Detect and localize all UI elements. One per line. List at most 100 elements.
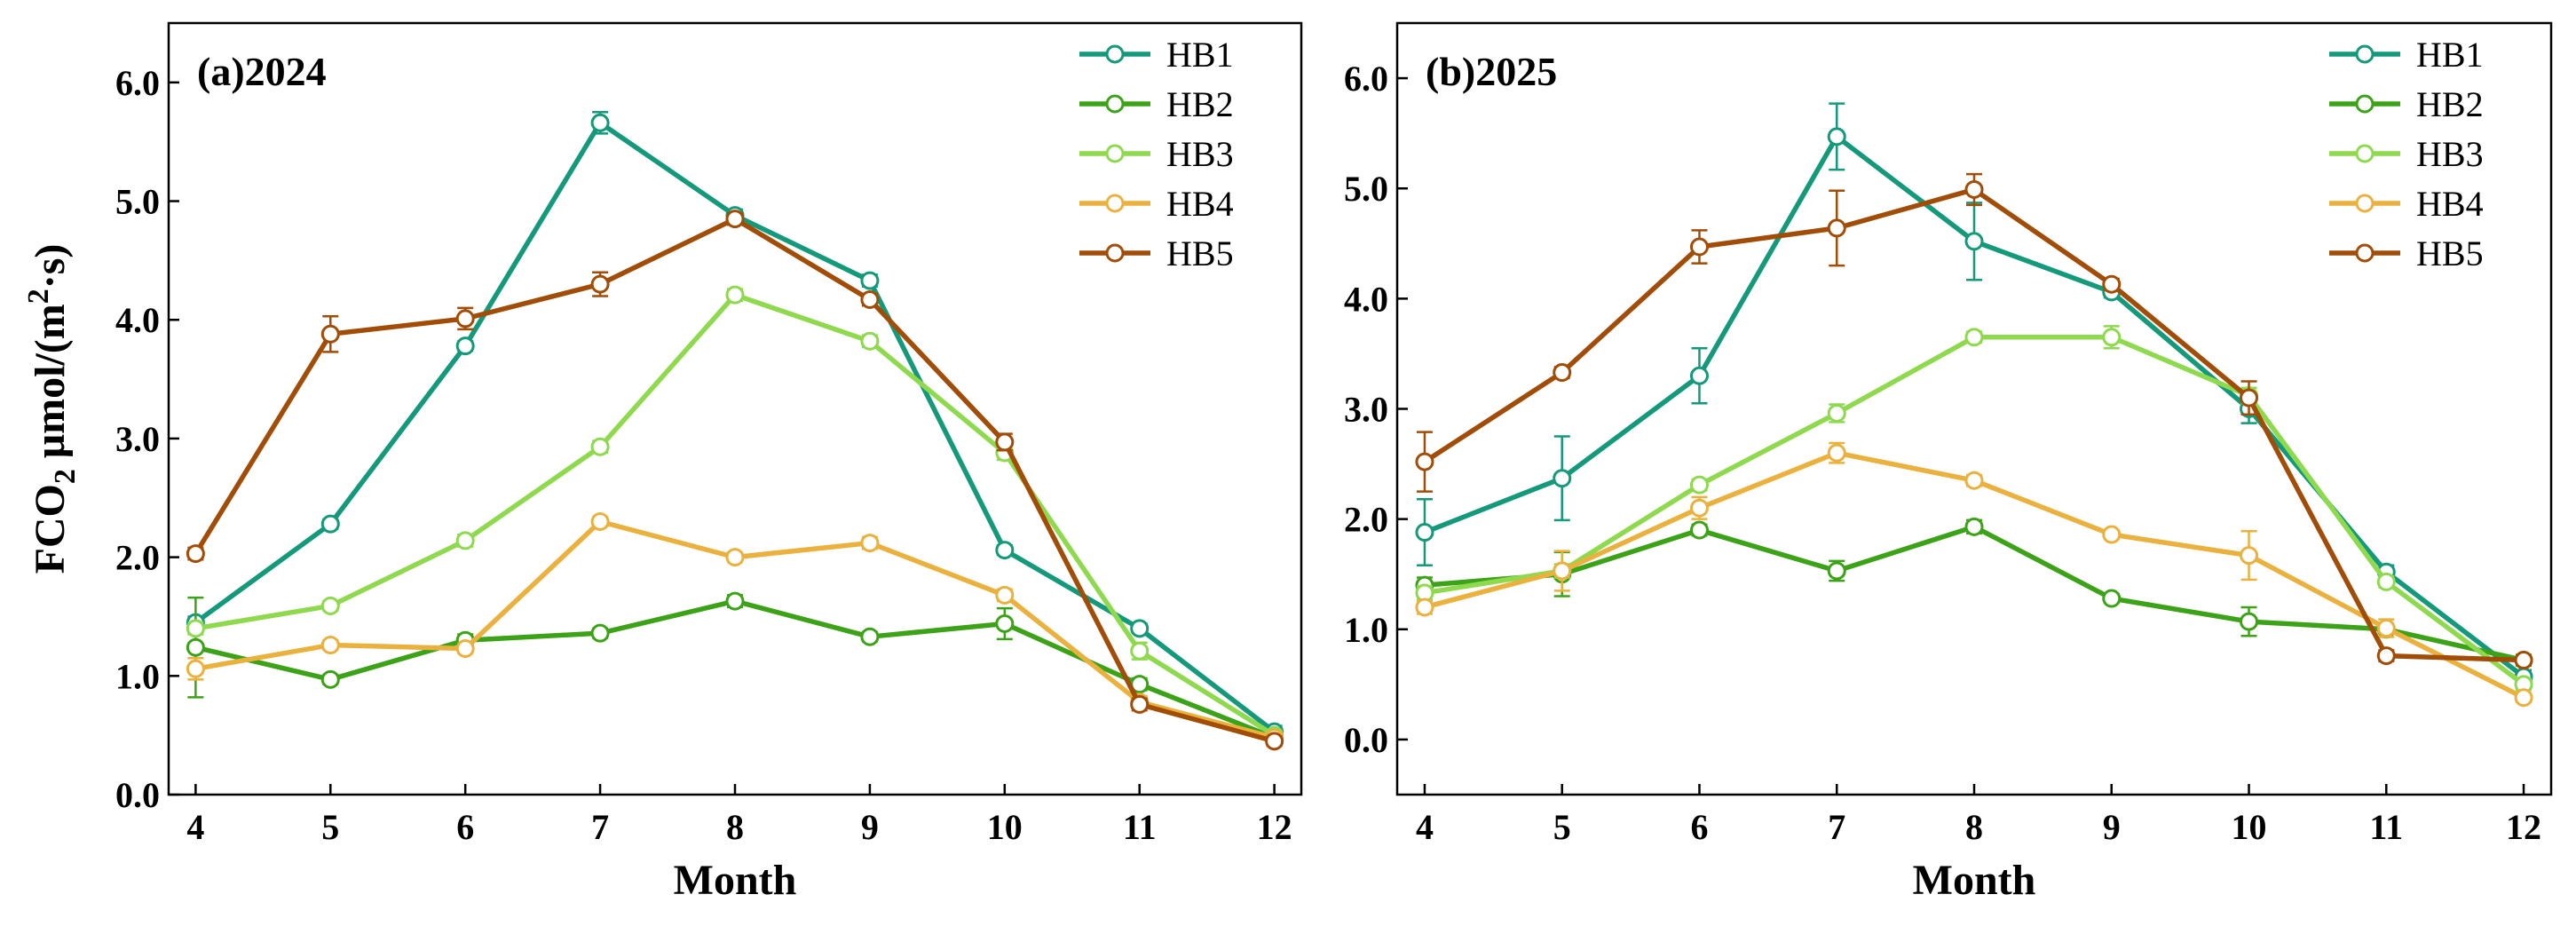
data-point (995, 613, 1015, 633)
y-tick-label: 2.0 (1344, 500, 1388, 540)
legend-label: HB3 (1166, 134, 1234, 174)
series-line (194, 598, 1276, 740)
data-point (2102, 525, 2122, 544)
data-point (2102, 589, 2122, 608)
series-HB3 (186, 285, 1284, 745)
legend-entry-HB4: HB4 (2329, 184, 2484, 224)
data-point (186, 544, 205, 564)
x-tick-label: 9 (861, 807, 879, 847)
data-point (995, 432, 1015, 452)
data-point (1964, 328, 1984, 347)
data-point (860, 290, 880, 310)
panel-2024: 0.0 1.0 2.0 3.0 4.0 5.0 6.0 4 5 6 7 8 9 10 11 12 Month FC… (22, 21, 1303, 904)
y-tick-label: 3.0 (115, 419, 160, 459)
y-tick-label: 3.0 (1344, 390, 1388, 430)
data-point (320, 636, 340, 655)
data-point (1553, 363, 1572, 383)
data-point (2376, 572, 2396, 591)
y-tick-label: 4.0 (1344, 279, 1388, 319)
series-HB3 (1415, 325, 2533, 694)
legend-marker (2355, 194, 2375, 213)
data-point (1415, 452, 1434, 471)
x-tick-label: 9 (2103, 807, 2121, 847)
data-point (1964, 232, 1984, 251)
data-point (455, 309, 475, 328)
legend-entry-HB5: HB5 (1079, 234, 1234, 273)
data-point (995, 585, 1015, 605)
data-point (860, 331, 880, 351)
series-HB5 (186, 210, 1284, 751)
legend-marker (2355, 44, 2375, 64)
x-axis-title: Month (674, 857, 797, 904)
data-point (1689, 366, 1709, 385)
legend-marker (2355, 94, 2375, 114)
data-point (455, 639, 475, 659)
legend-label: HB1 (1166, 35, 1234, 75)
y-tick-label: 5.0 (1344, 169, 1388, 209)
legend-entry-HB1: HB1 (1079, 35, 1234, 75)
data-point (1827, 443, 1846, 463)
data-point (590, 113, 610, 132)
legend-label: HB4 (2416, 184, 2484, 224)
y-tick-label: 0.0 (1344, 720, 1388, 760)
plot-frame (1395, 21, 2553, 796)
series-HB2 (1415, 517, 2533, 670)
x-tick-label: 11 (2369, 807, 2403, 847)
legend-label: HB4 (1166, 184, 1234, 224)
panel-label: (b)2025 (1426, 49, 1557, 94)
data-point (2514, 651, 2533, 670)
data-point (1689, 520, 1709, 540)
data-point (320, 514, 340, 534)
data-point (2376, 646, 2396, 666)
x-tick-label: 12 (1257, 807, 1292, 847)
y-tick-label: 4.0 (115, 300, 160, 340)
series-line (1424, 335, 2525, 687)
data-point (1415, 598, 1434, 617)
data-point (1827, 127, 1846, 146)
legend-label: HB5 (1166, 234, 1234, 273)
y-axis-title-subscript: 2 (49, 469, 82, 484)
x-tick-label: 12 (2506, 807, 2541, 847)
data-point (320, 669, 340, 689)
panel-2025: 0.0 1.0 2.0 3.0 4.0 5.0 6.0 4 5 6 7 8 9 10 11 12 Month (b… (1344, 21, 2553, 904)
legend-entry-HB2: HB2 (2329, 84, 2484, 124)
y-axis-title-unit-end: ·s) (27, 244, 74, 289)
legend-entry-HB2: HB2 (1079, 84, 1234, 124)
legend-marker (2355, 144, 2375, 163)
series-HB4 (1415, 441, 2533, 708)
data-point (590, 623, 610, 643)
data-point (860, 627, 880, 646)
data-point (725, 548, 745, 567)
data-point (590, 512, 610, 532)
x-tick-label: 7 (1828, 807, 1845, 847)
data-point (725, 591, 745, 611)
legend-marker (1105, 243, 1125, 263)
legend-label: HB1 (2416, 35, 2484, 75)
data-point (2376, 619, 2396, 638)
legend-entry-HB1: HB1 (2329, 35, 2484, 75)
data-point (455, 336, 475, 356)
data-point (2240, 612, 2259, 631)
data-point (1130, 619, 1150, 638)
legend-entry-HB3: HB3 (2329, 134, 2484, 174)
x-tick-label: 4 (186, 807, 204, 847)
data-point (2514, 688, 2533, 708)
x-tick-label: 6 (456, 807, 474, 847)
y-axis-title-superscript: 2 (22, 289, 55, 304)
y-tick-label: 6.0 (115, 63, 160, 103)
data-point (1689, 237, 1709, 257)
data-point (1827, 561, 1846, 581)
x-tick-label: 10 (987, 807, 1023, 847)
data-point (1265, 732, 1284, 751)
data-point (590, 274, 610, 294)
data-point (590, 437, 610, 456)
data-point (320, 324, 340, 344)
data-point (995, 541, 1015, 560)
data-point (2240, 546, 2259, 566)
legend-label: HB5 (2416, 234, 2484, 273)
legend-marker (1105, 194, 1125, 213)
y-axis-title: FCO2 μmol/(m2·s) (22, 244, 82, 574)
y-axis-title-main: FCO (27, 484, 74, 574)
data-point (1553, 561, 1572, 581)
x-tick-label: 4 (1416, 807, 1434, 847)
